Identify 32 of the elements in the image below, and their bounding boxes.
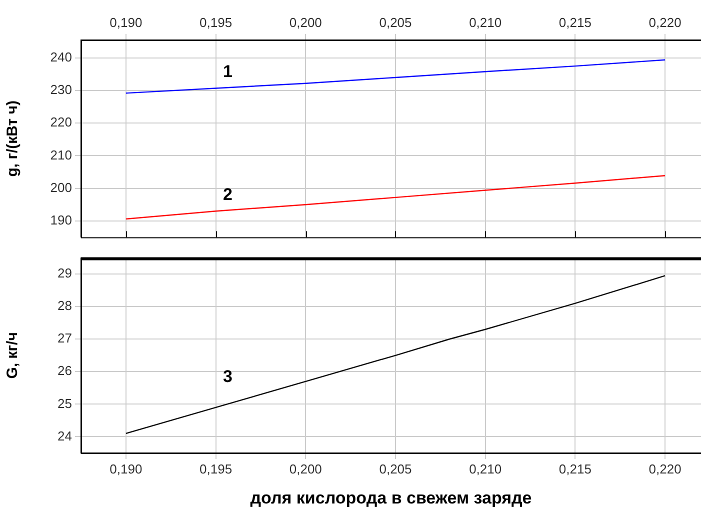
y-tick-label: 27 [58,330,72,346]
x-tick-label: 0,210 [469,461,502,476]
x-tick-label: 0,195 [200,14,232,30]
x-tick-label: 0,215 [558,14,592,30]
x-tick-label: 0,190 [110,461,142,476]
x-tick-label: 0,195 [200,461,232,476]
y-tick-label: 210 [50,147,72,162]
y-tick-label: 26 [58,363,72,378]
annotation: 3 [223,367,233,386]
y-tick-label: 190 [50,212,72,228]
x-tick-label: 0,220 [648,14,682,30]
x-tick-label: 0,210 [469,14,502,30]
y-tick-label: 220 [50,114,72,130]
x-tick-label: 0,215 [558,461,592,476]
y-tick-label: 240 [50,50,72,65]
x-tick-label: 0,205 [379,461,412,476]
y-tick-label: 200 [50,180,72,195]
annotation: 2 [223,184,233,204]
y-axis-title: g, г/(кВт ч) [4,100,22,177]
x-tick-label: 0,205 [379,14,412,30]
y-tick-label: 230 [50,82,72,98]
y-tick-label: 29 [58,266,72,281]
x-tick-label: 0,190 [110,14,142,30]
x-tick-label: 0,220 [648,461,682,476]
x-tick-label: 0,200 [289,461,322,476]
x-tick-label: 0,200 [289,14,322,30]
y-tick-label: 28 [58,298,72,314]
y-tick-label: 24 [58,428,72,444]
y-axis-title: G, кг/ч [4,332,22,379]
y-tick-label: 25 [58,396,72,411]
x-axis-title: доля кислорода в свежем заряде [250,488,532,508]
annotation: 1 [223,62,233,81]
